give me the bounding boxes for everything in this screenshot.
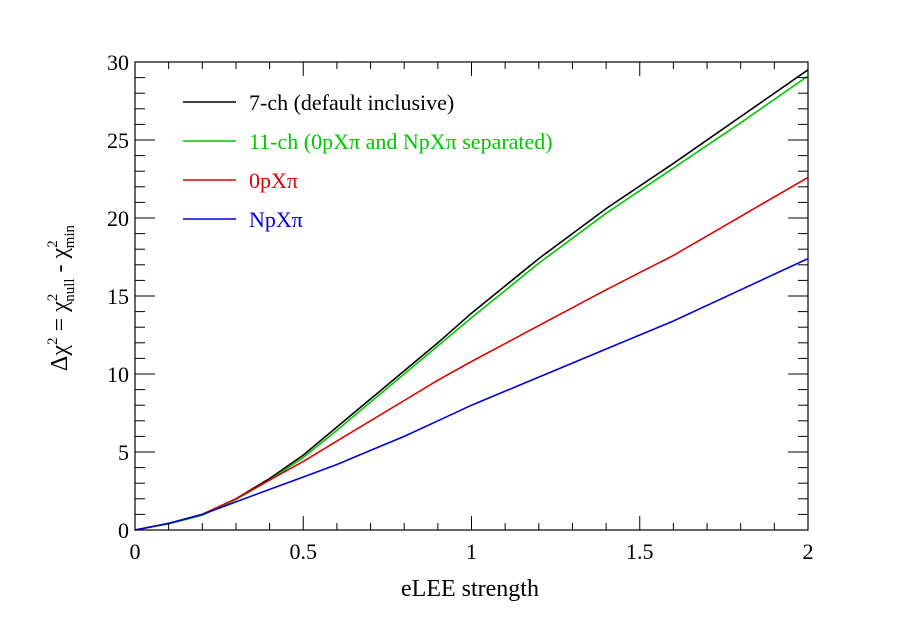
series-line-4: [134, 257, 809, 531]
y-tick-label: 5: [118, 440, 129, 465]
legend-label: 11-ch (0pXπ and NpXπ separated): [249, 129, 553, 154]
y-tick-label: 15: [107, 284, 129, 309]
legend: 7-ch (default inclusive) 11-ch (0pXπ and …: [183, 90, 553, 232]
y-axis-title: Δχ2 = χ2null - χ2min: [45, 224, 78, 371]
x-axis-title: eLEE strength: [401, 576, 539, 602]
series-line-3: [134, 176, 809, 531]
legend-label: 0pXπ: [249, 168, 298, 193]
y-tick-label: 25: [107, 128, 129, 153]
x-tick-label: 0.5: [290, 539, 318, 564]
x-tick-label: 0: [130, 539, 141, 564]
legend-label: 7-ch (default inclusive): [249, 90, 454, 115]
x-tick-label: 2: [803, 539, 814, 564]
x-tick-label: 1.5: [626, 539, 654, 564]
plot-area: [134, 69, 809, 531]
y-tick-label: 20: [107, 206, 129, 231]
y-tick-label: 30: [107, 50, 129, 75]
y-tick-label: 10: [107, 362, 129, 387]
x-tick-label: 1: [466, 539, 477, 564]
y-tick-label: 0: [118, 518, 129, 543]
legend-label: NpXπ: [249, 207, 303, 232]
